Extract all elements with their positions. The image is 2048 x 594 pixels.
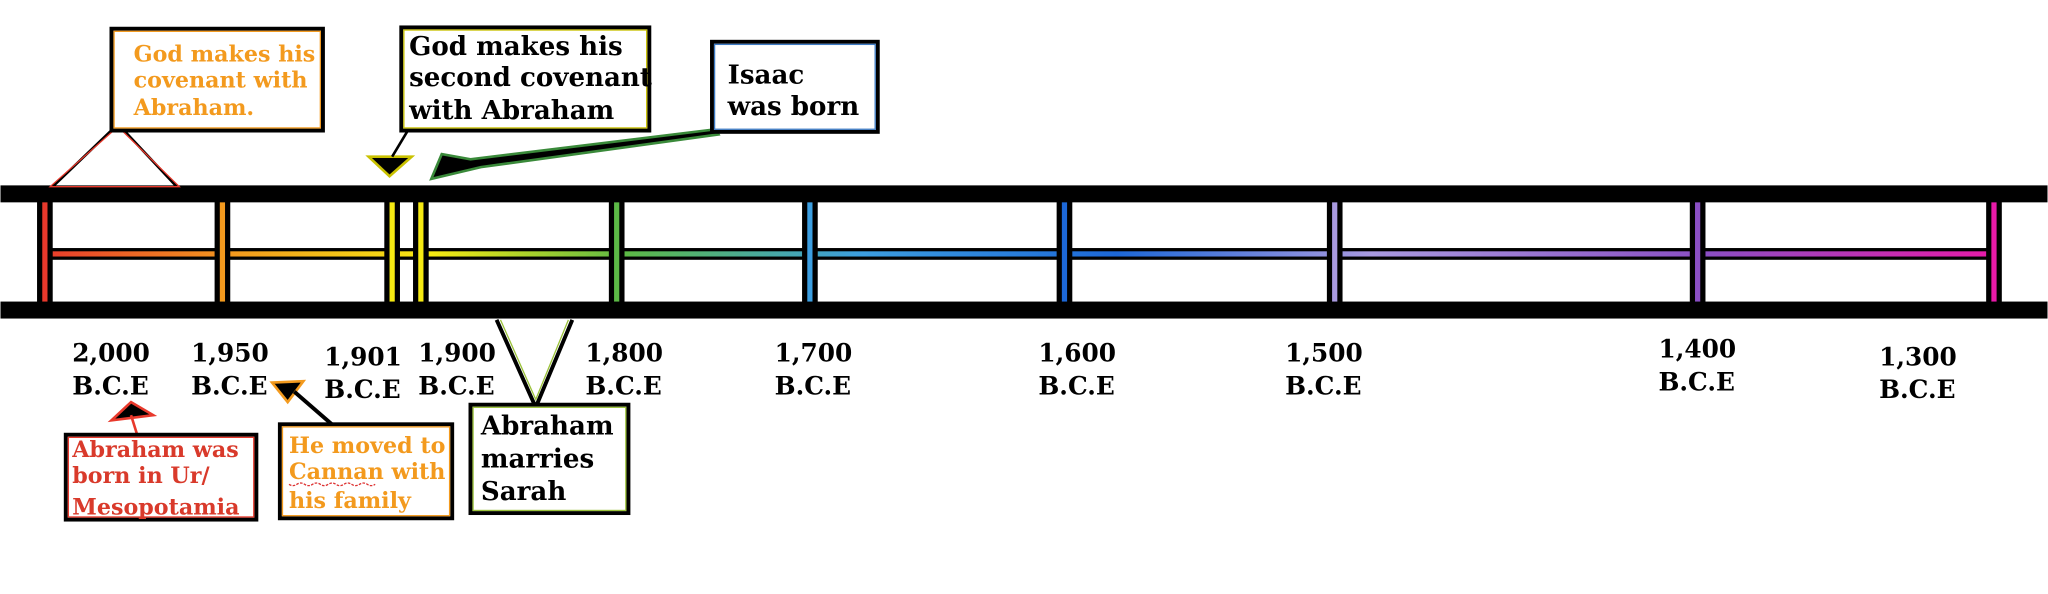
text-line: Mesopotamia	[72, 494, 239, 520]
tick-line-color	[614, 202, 620, 302]
text-line: Abraham.	[133, 95, 255, 121]
text-line: born in Ur/	[72, 463, 210, 489]
tick-line-color	[219, 202, 226, 302]
tick-year: 2,000	[72, 339, 150, 368]
text-line: with Abraham	[408, 95, 615, 126]
tick-line-color	[1695, 202, 1701, 302]
tick-era: B.C.E	[191, 371, 267, 400]
tick-era: B.C.E	[1658, 367, 1734, 396]
text-line: Isaac	[728, 60, 805, 91]
event-text: God makes his covenant with Abraham.	[133, 41, 323, 121]
event-callout: God makes his second covenant with Abrah…	[399, 25, 661, 133]
tick-label: 1,300 B.C.E	[1879, 343, 1957, 405]
text-line: was born	[727, 91, 860, 122]
event-text: He moved to Cannan with his family	[289, 433, 453, 514]
tick-year: 1,700	[775, 339, 853, 368]
text-line: second covenant	[409, 62, 652, 93]
tick-era: B.C.E	[418, 371, 494, 400]
tick-labels: 2,000 B.C.E 1,950 B.C.E 1,901 B.C.E 1,900 B.C.E…	[72, 335, 1956, 404]
text-line: his family	[289, 488, 412, 514]
tick-line-color	[807, 202, 813, 302]
event-text: Abraham was born in Ur/ Mesopotamia	[71, 437, 246, 520]
tick-year: 1,800	[585, 339, 663, 368]
tick-label: 1,700 B.C.E	[775, 339, 853, 401]
event-text: Abraham marries Sarah	[480, 411, 623, 507]
tick-era: B.C.E	[775, 371, 851, 400]
timeline-frame	[0, 185, 2048, 319]
text-line: Cannan with	[289, 459, 445, 485]
tick-line-color	[42, 202, 48, 302]
tick-line-color	[389, 202, 395, 302]
event-callout: He moved to Cannan with his family	[277, 422, 455, 521]
text-line: Sarah	[481, 476, 566, 507]
tick-label: 1,950 B.C.E	[191, 339, 269, 401]
event-callout: Abraham was born in Ur/ Mesopotamia	[63, 432, 259, 522]
tick-era: B.C.E	[1038, 371, 1114, 400]
tick-label: 1,400 B.C.E	[1658, 335, 1736, 397]
event-callout: God makes his covenant with Abraham.	[109, 26, 325, 133]
tick-label: 1,600 B.C.E	[1038, 339, 1116, 401]
tick-year: 1,600	[1038, 339, 1116, 368]
tick-year: 1,950	[191, 339, 269, 368]
tick-label: 1,900 B.C.E	[418, 339, 496, 401]
event-text: Isaac was born	[727, 60, 860, 122]
tick-label: 2,000 B.C.E	[72, 339, 150, 401]
pointers	[48, 122, 721, 437]
text-line: Abraham	[480, 411, 614, 442]
text-line: He moved to	[289, 433, 445, 459]
text-line: God makes his	[409, 31, 623, 62]
tick-year: 1,901	[324, 343, 402, 372]
tick-year: 1,900	[418, 339, 496, 368]
tick-label: 1,500 B.C.E	[1285, 339, 1363, 401]
tick-line-color	[418, 202, 424, 302]
tick-year: 1,500	[1285, 339, 1363, 368]
tick-line-color	[1332, 202, 1338, 302]
text-line: Abraham was	[71, 437, 238, 463]
text-line: God makes his	[134, 41, 316, 67]
text-line: marries	[481, 443, 594, 474]
tick-era: B.C.E	[324, 375, 400, 404]
text-line: covenant with	[134, 67, 308, 93]
tick-era: B.C.E	[72, 371, 148, 400]
tick-era: B.C.E	[1879, 375, 1955, 404]
tick-label: 1,800 B.C.E	[585, 339, 663, 401]
tick-year: 1,300	[1879, 343, 1957, 372]
tick-era: B.C.E	[585, 371, 661, 400]
tick-label: 1,901 B.C.E	[324, 343, 402, 405]
tick-line-color	[1061, 202, 1068, 302]
event-callout: Isaac was born	[710, 39, 880, 134]
tick-year: 1,400	[1658, 335, 1736, 364]
event-callout: Abraham marries Sarah	[468, 402, 631, 516]
event-text: God makes his second covenant with Abrah…	[408, 31, 661, 126]
tick-lines	[37, 195, 2002, 309]
tick-line-color	[1991, 202, 1997, 302]
tick-era: B.C.E	[1285, 371, 1361, 400]
